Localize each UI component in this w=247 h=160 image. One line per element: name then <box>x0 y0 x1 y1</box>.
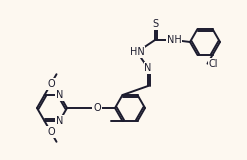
Text: NH: NH <box>167 35 181 45</box>
Text: O: O <box>93 103 101 113</box>
Text: S: S <box>152 19 158 29</box>
Text: N: N <box>144 63 152 73</box>
Text: HN: HN <box>130 47 144 57</box>
Text: O: O <box>47 79 55 89</box>
Text: N: N <box>56 116 63 126</box>
Text: N: N <box>56 90 63 100</box>
Text: O: O <box>47 127 55 137</box>
Text: Cl: Cl <box>208 59 218 69</box>
